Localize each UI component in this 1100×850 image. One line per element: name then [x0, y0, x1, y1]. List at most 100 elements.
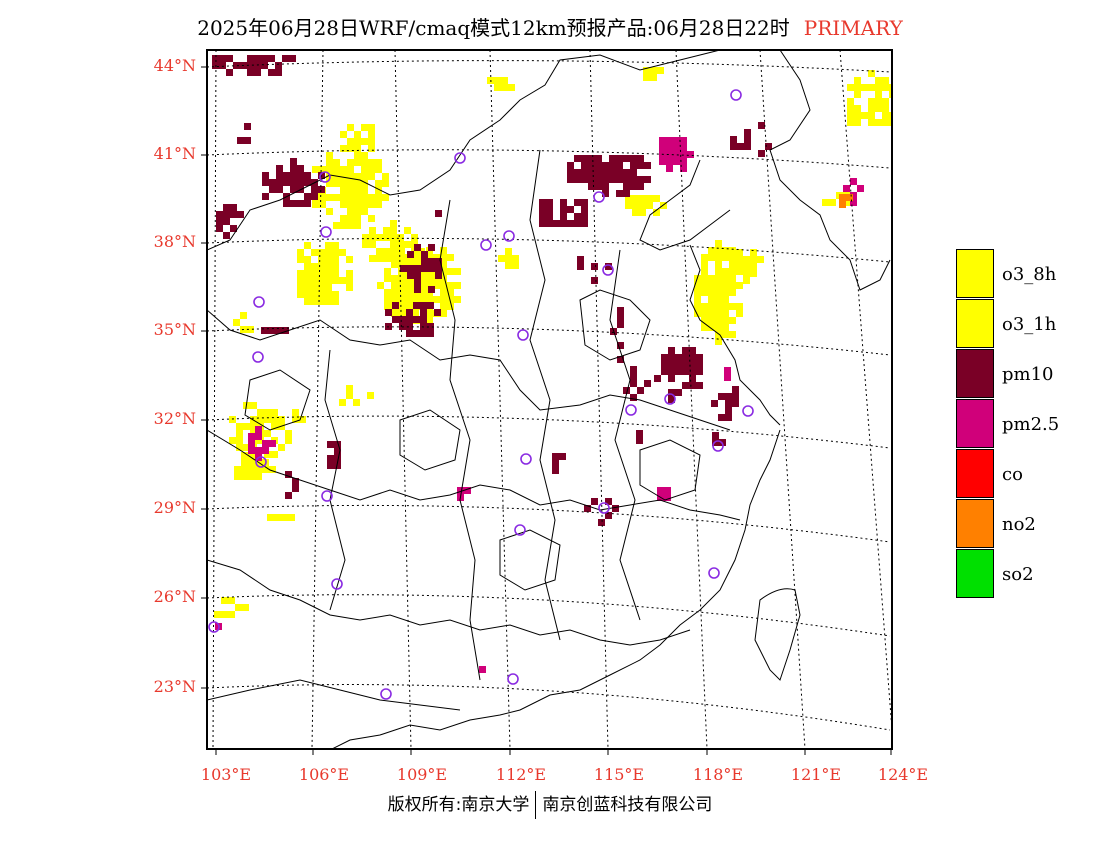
pm10-cell: [414, 286, 421, 293]
station-marker-icon: [480, 239, 492, 251]
o3-cell: [715, 247, 722, 254]
pm25-cell: [464, 487, 471, 494]
pm10-cell: [758, 122, 765, 129]
pm10-cell: [732, 393, 739, 400]
pm10-cell: [216, 218, 223, 225]
pm10-cell: [591, 263, 598, 270]
legend-swatch-so2: [956, 549, 994, 598]
footer-divider: [535, 791, 537, 819]
pm10-cell: [552, 460, 559, 467]
o3-cell: [347, 187, 354, 194]
o3-cell: [375, 201, 382, 208]
o3-cell: [236, 423, 243, 430]
o3-cell: [508, 84, 515, 91]
o3-cell: [447, 303, 454, 310]
o3-cell: [347, 201, 354, 208]
pm10-cell: [602, 169, 609, 176]
o3-cell: [512, 255, 519, 262]
o3-cell: [235, 604, 242, 611]
o3-cell: [412, 254, 419, 261]
o3-cell: [657, 67, 664, 74]
lat-label-32: 32°N: [153, 409, 196, 428]
pm10-cell: [219, 55, 226, 62]
station-marker-icon: [253, 296, 265, 308]
o3-cell: [701, 275, 708, 282]
o3-cell: [339, 277, 346, 284]
pm10-cell: [400, 265, 407, 272]
pm10-cell: [427, 302, 434, 309]
o3-cell: [722, 289, 729, 296]
pm10-cell: [275, 327, 282, 334]
o3-cell: [333, 194, 340, 201]
pm10-cell: [327, 455, 334, 462]
o3-cell: [875, 91, 882, 98]
pm25-cell: [850, 178, 857, 185]
o3-cell: [257, 409, 264, 416]
o3-cell: [257, 416, 264, 423]
pm10-cell: [268, 69, 275, 76]
pm10-cell: [574, 176, 581, 183]
pm10-cell: [290, 158, 297, 165]
o3-cell: [854, 119, 861, 126]
o3-cell: [354, 173, 361, 180]
pm10-cell: [283, 200, 290, 207]
pm10-cell: [602, 176, 609, 183]
o3-cell: [368, 145, 375, 152]
pm10-cell: [276, 165, 283, 172]
o3-cell: [354, 159, 361, 166]
pm10-cell: [617, 307, 624, 314]
pm10-cell: [668, 361, 675, 368]
pm10-cell: [616, 169, 623, 176]
pm10-cell: [219, 62, 226, 69]
pm10-cell: [567, 162, 574, 169]
o3-cell: [292, 416, 299, 423]
pm10-cell: [605, 263, 612, 270]
o3-cell: [347, 215, 354, 222]
o3-cell: [708, 317, 715, 324]
pm10-cell: [226, 69, 233, 76]
o3-cell: [243, 423, 250, 430]
station-marker-icon: [507, 673, 519, 685]
pm10-cell: [730, 136, 737, 143]
o3-cell: [236, 430, 243, 437]
o3-cell: [368, 201, 375, 208]
pm10-cell: [428, 258, 435, 265]
pm10-cell: [567, 220, 574, 227]
o3-cell: [333, 166, 340, 173]
no2-cell: [839, 194, 846, 201]
o3-cell: [889, 84, 892, 91]
lon-label-109: 109°E: [396, 765, 448, 784]
o3-cell: [398, 282, 405, 289]
pm25-cell: [687, 151, 694, 158]
o3-cell: [639, 195, 646, 202]
pm10-cell: [630, 155, 637, 162]
lon-label-103: 103°E: [200, 765, 252, 784]
pm10-cell: [591, 498, 598, 505]
pm10-cell: [609, 155, 616, 162]
pm25-cell: [673, 144, 680, 151]
o3-cell: [632, 209, 639, 216]
pm10-cell: [428, 244, 435, 251]
o3-cell: [398, 289, 405, 296]
pm10-cell: [623, 183, 630, 190]
o3-cell: [375, 180, 382, 187]
o3-cell: [347, 124, 354, 131]
pm10-cell: [637, 155, 644, 162]
pm10-cell: [237, 211, 244, 218]
pm10-cell: [636, 437, 643, 444]
pm10-cell: [244, 137, 251, 144]
o3-cell: [694, 303, 701, 310]
o3-cell: [384, 268, 391, 275]
o3-cell: [257, 437, 264, 444]
o3-cell: [650, 74, 657, 81]
pm10-cell: [616, 190, 623, 197]
o3-cell: [694, 282, 701, 289]
pm10-cell: [668, 354, 675, 361]
pm10-cell: [247, 62, 254, 69]
o3-cell: [440, 303, 447, 310]
o3-cell: [285, 437, 292, 444]
o3-cell: [404, 227, 411, 234]
o3-cell: [332, 263, 339, 270]
o3-cell: [285, 430, 292, 437]
o3-cell: [264, 451, 271, 458]
